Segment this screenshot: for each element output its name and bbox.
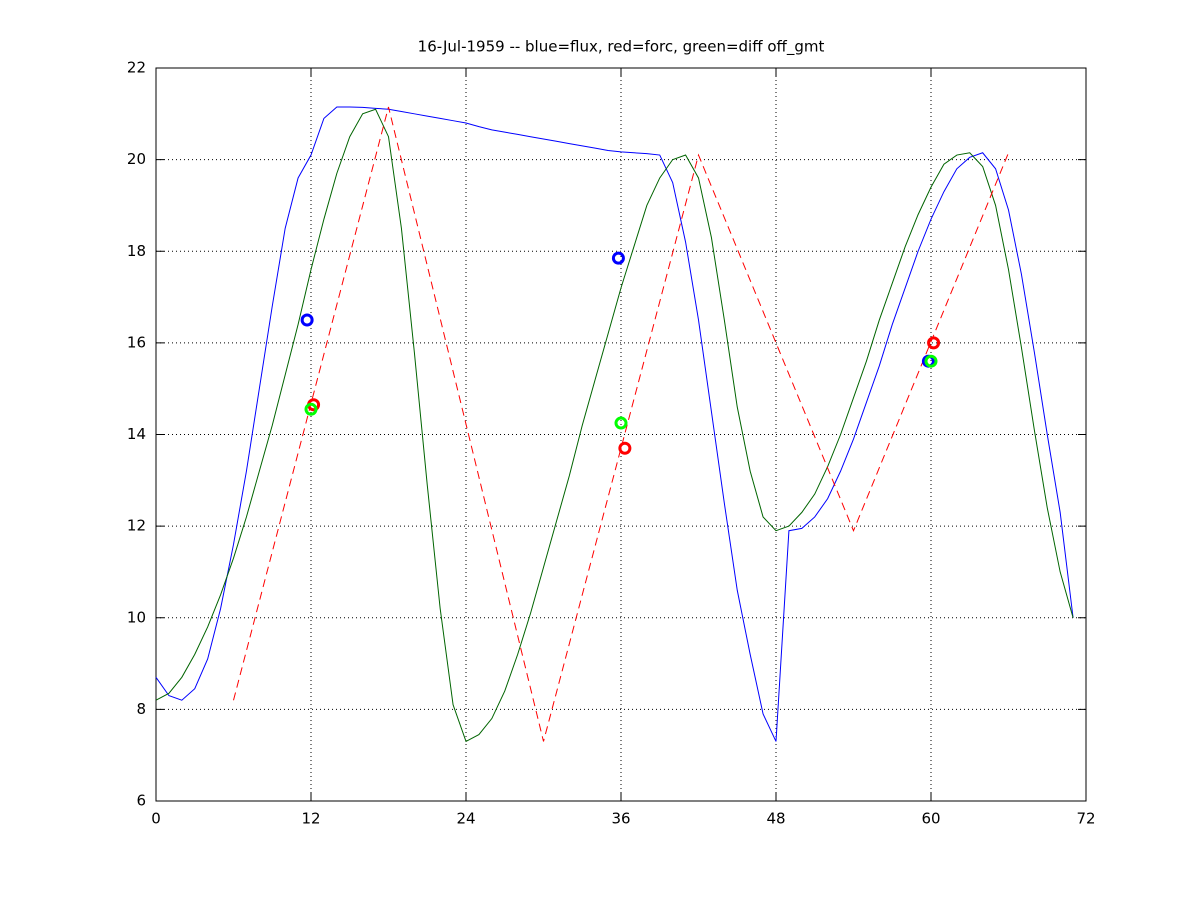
y-tick-label: 14: [127, 425, 146, 443]
marker: [924, 354, 938, 368]
x-tick-label: 0: [151, 810, 161, 828]
x-tick-label: 48: [766, 810, 785, 828]
x-tick-label: 24: [456, 810, 475, 828]
marker: [300, 313, 314, 327]
marker: [614, 416, 628, 430]
marker: [927, 336, 941, 350]
marker: [611, 251, 625, 265]
x-tick-label: 12: [301, 810, 320, 828]
marker: [618, 441, 632, 455]
y-tick-label: 20: [127, 150, 146, 168]
y-tick-label: 16: [127, 333, 146, 351]
marker: [304, 402, 318, 416]
x-tick-label: 36: [611, 810, 630, 828]
y-tick-label: 18: [127, 242, 146, 260]
series-line: [155, 108, 1074, 743]
series-line: [233, 106, 1009, 742]
y-tick-label: 12: [127, 517, 146, 535]
chart-title: 16-Jul-1959 -- blue=flux, red=forc, gree…: [418, 38, 825, 57]
y-tick-label: 22: [127, 59, 146, 77]
x-tick-label: 72: [1076, 810, 1095, 828]
y-tick-label: 8: [136, 700, 146, 718]
y-tick-label: 10: [127, 608, 146, 626]
plot-frame: [155, 67, 1087, 802]
y-tick-label: 6: [136, 792, 146, 810]
x-tick-label: 60: [921, 810, 940, 828]
series-line: [155, 106, 1074, 742]
